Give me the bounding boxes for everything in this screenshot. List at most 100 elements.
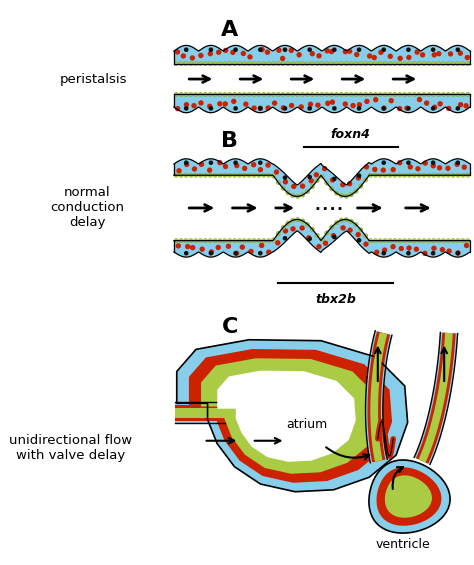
Circle shape xyxy=(262,238,266,243)
Circle shape xyxy=(441,92,446,97)
Polygon shape xyxy=(385,475,432,518)
Circle shape xyxy=(339,194,344,198)
Circle shape xyxy=(381,106,387,111)
Circle shape xyxy=(368,62,373,66)
Circle shape xyxy=(296,52,302,58)
Polygon shape xyxy=(175,402,225,423)
Polygon shape xyxy=(217,371,356,462)
Circle shape xyxy=(344,218,348,222)
Circle shape xyxy=(373,238,378,243)
Circle shape xyxy=(208,173,212,177)
Circle shape xyxy=(266,92,271,97)
Circle shape xyxy=(276,47,282,53)
Circle shape xyxy=(322,166,328,171)
Circle shape xyxy=(240,245,245,250)
Circle shape xyxy=(193,62,198,66)
Circle shape xyxy=(357,173,361,178)
Circle shape xyxy=(252,173,256,177)
Circle shape xyxy=(252,62,256,66)
Circle shape xyxy=(184,102,189,107)
Circle shape xyxy=(437,165,442,171)
Circle shape xyxy=(461,62,465,66)
Circle shape xyxy=(378,62,383,66)
Circle shape xyxy=(272,101,277,106)
Circle shape xyxy=(359,184,363,188)
Circle shape xyxy=(315,62,319,66)
Circle shape xyxy=(203,173,208,177)
Circle shape xyxy=(414,49,420,55)
Circle shape xyxy=(316,53,322,59)
Circle shape xyxy=(179,62,183,66)
Circle shape xyxy=(420,52,425,58)
Circle shape xyxy=(406,251,411,255)
Circle shape xyxy=(382,160,386,165)
Circle shape xyxy=(218,238,222,243)
Circle shape xyxy=(456,160,460,165)
Circle shape xyxy=(339,92,344,97)
Circle shape xyxy=(354,92,358,97)
Circle shape xyxy=(259,243,264,248)
Circle shape xyxy=(430,163,436,168)
Circle shape xyxy=(378,50,383,55)
Polygon shape xyxy=(175,408,225,418)
Circle shape xyxy=(343,49,348,54)
Circle shape xyxy=(357,47,361,52)
Circle shape xyxy=(392,173,397,177)
Circle shape xyxy=(431,246,437,251)
Circle shape xyxy=(252,238,256,243)
Circle shape xyxy=(189,62,193,66)
Circle shape xyxy=(184,238,188,243)
Circle shape xyxy=(398,55,403,61)
Circle shape xyxy=(310,51,315,57)
Circle shape xyxy=(364,62,368,66)
Circle shape xyxy=(378,238,383,243)
Circle shape xyxy=(276,180,281,185)
Circle shape xyxy=(339,218,344,222)
Circle shape xyxy=(372,167,377,172)
Circle shape xyxy=(325,181,329,185)
Circle shape xyxy=(314,172,319,177)
Circle shape xyxy=(281,186,285,190)
Circle shape xyxy=(456,92,460,97)
Circle shape xyxy=(223,92,227,97)
Circle shape xyxy=(354,52,359,57)
Circle shape xyxy=(417,62,421,66)
Circle shape xyxy=(306,235,311,241)
Circle shape xyxy=(392,62,397,66)
Circle shape xyxy=(218,173,222,177)
Circle shape xyxy=(334,92,339,97)
Circle shape xyxy=(431,47,436,52)
Circle shape xyxy=(192,166,197,172)
Circle shape xyxy=(310,62,315,66)
Circle shape xyxy=(332,106,337,111)
Circle shape xyxy=(283,228,288,233)
Circle shape xyxy=(329,49,334,54)
Circle shape xyxy=(217,160,222,166)
Circle shape xyxy=(310,92,315,97)
Circle shape xyxy=(441,173,446,177)
Circle shape xyxy=(381,167,386,173)
Circle shape xyxy=(258,47,263,52)
Circle shape xyxy=(237,62,242,66)
Circle shape xyxy=(417,92,421,97)
Circle shape xyxy=(340,182,346,188)
Circle shape xyxy=(174,62,179,66)
Circle shape xyxy=(191,103,197,108)
Circle shape xyxy=(446,106,451,111)
Circle shape xyxy=(437,92,441,97)
Circle shape xyxy=(198,100,204,106)
Circle shape xyxy=(323,241,328,246)
Circle shape xyxy=(392,92,397,97)
Circle shape xyxy=(431,52,437,58)
Circle shape xyxy=(315,233,319,237)
Circle shape xyxy=(392,238,397,243)
Circle shape xyxy=(398,238,402,243)
Circle shape xyxy=(315,102,320,108)
Circle shape xyxy=(364,164,369,170)
Circle shape xyxy=(388,54,393,59)
Circle shape xyxy=(399,246,404,251)
Circle shape xyxy=(216,50,221,55)
Circle shape xyxy=(349,219,353,223)
Circle shape xyxy=(461,92,465,97)
Circle shape xyxy=(234,251,239,256)
